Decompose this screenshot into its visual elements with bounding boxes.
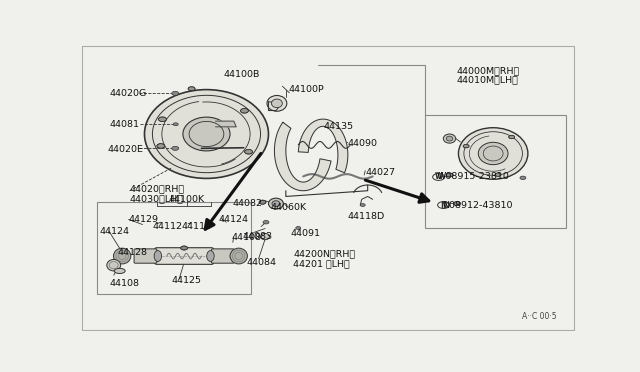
Circle shape xyxy=(172,146,179,150)
Ellipse shape xyxy=(230,248,248,264)
Text: N08912-43810: N08912-43810 xyxy=(442,201,513,209)
Text: 44118D: 44118D xyxy=(348,212,385,221)
Ellipse shape xyxy=(269,198,284,209)
Circle shape xyxy=(259,200,266,204)
Circle shape xyxy=(157,144,164,148)
Text: 44112: 44112 xyxy=(182,222,212,231)
Text: 44083: 44083 xyxy=(243,232,273,241)
Text: 44000M〈RH〉: 44000M〈RH〉 xyxy=(457,66,520,75)
Text: 44030〈LH〉: 44030〈LH〉 xyxy=(129,194,184,203)
Text: N: N xyxy=(440,201,447,209)
Text: 44020〈RH〉: 44020〈RH〉 xyxy=(129,184,185,193)
Ellipse shape xyxy=(271,99,282,108)
Text: 44100B: 44100B xyxy=(224,70,260,79)
Text: 44091: 44091 xyxy=(291,229,321,238)
Ellipse shape xyxy=(145,90,269,179)
Text: 44100K: 44100K xyxy=(168,195,205,204)
Circle shape xyxy=(296,227,301,230)
Text: 44090: 44090 xyxy=(348,139,378,148)
Text: W: W xyxy=(435,173,443,182)
Ellipse shape xyxy=(114,268,125,273)
Text: 44112: 44112 xyxy=(153,222,183,231)
Ellipse shape xyxy=(444,134,456,143)
Text: 44200N〈RH〉: 44200N〈RH〉 xyxy=(293,249,355,258)
Text: 44124: 44124 xyxy=(219,215,249,224)
Text: 44108: 44108 xyxy=(231,234,261,243)
Circle shape xyxy=(188,87,195,91)
Circle shape xyxy=(509,135,515,139)
Ellipse shape xyxy=(478,142,508,165)
Text: W08915-23810: W08915-23810 xyxy=(437,173,510,182)
Circle shape xyxy=(244,150,253,154)
Text: 44010M〈LH〉: 44010M〈LH〉 xyxy=(457,76,519,85)
Circle shape xyxy=(241,109,248,113)
Text: 44129: 44129 xyxy=(129,215,159,224)
Polygon shape xyxy=(298,119,348,173)
Ellipse shape xyxy=(446,136,452,141)
Circle shape xyxy=(180,246,188,250)
Text: 44125: 44125 xyxy=(172,276,202,285)
Text: 44124: 44124 xyxy=(100,227,130,236)
Circle shape xyxy=(172,92,179,95)
Polygon shape xyxy=(275,122,331,191)
Ellipse shape xyxy=(113,248,131,264)
Circle shape xyxy=(454,202,460,206)
Ellipse shape xyxy=(272,201,280,206)
Circle shape xyxy=(159,117,166,122)
Ellipse shape xyxy=(183,117,230,151)
Text: 44100P: 44100P xyxy=(288,86,324,94)
Text: 44135: 44135 xyxy=(323,122,353,131)
Circle shape xyxy=(263,221,269,224)
Circle shape xyxy=(446,173,453,177)
Circle shape xyxy=(360,203,365,206)
Ellipse shape xyxy=(260,233,269,240)
Ellipse shape xyxy=(458,128,528,179)
Ellipse shape xyxy=(207,251,214,262)
Text: 44060K: 44060K xyxy=(271,203,307,212)
Ellipse shape xyxy=(154,251,161,262)
Polygon shape xyxy=(269,102,278,110)
Text: 44201 〈LH〉: 44201 〈LH〉 xyxy=(293,260,350,269)
Polygon shape xyxy=(216,121,236,127)
Circle shape xyxy=(520,176,526,180)
Ellipse shape xyxy=(107,260,121,271)
Text: 44081: 44081 xyxy=(110,121,140,129)
Text: 44020E: 44020E xyxy=(108,145,143,154)
FancyBboxPatch shape xyxy=(211,249,234,263)
Circle shape xyxy=(173,123,178,126)
FancyBboxPatch shape xyxy=(134,249,157,263)
Text: A··C 00·5: A··C 00·5 xyxy=(522,312,556,321)
Bar xyxy=(97,202,251,294)
Bar xyxy=(425,115,566,228)
Ellipse shape xyxy=(267,96,287,111)
Text: 44108: 44108 xyxy=(110,279,140,288)
Circle shape xyxy=(463,144,469,148)
Text: 44084: 44084 xyxy=(246,258,276,267)
FancyBboxPatch shape xyxy=(155,248,213,264)
Text: 44027: 44027 xyxy=(365,168,396,177)
Text: 44082: 44082 xyxy=(233,199,263,208)
Text: 44020G: 44020G xyxy=(110,89,147,98)
Circle shape xyxy=(495,173,501,176)
Text: 44128: 44128 xyxy=(117,248,147,257)
